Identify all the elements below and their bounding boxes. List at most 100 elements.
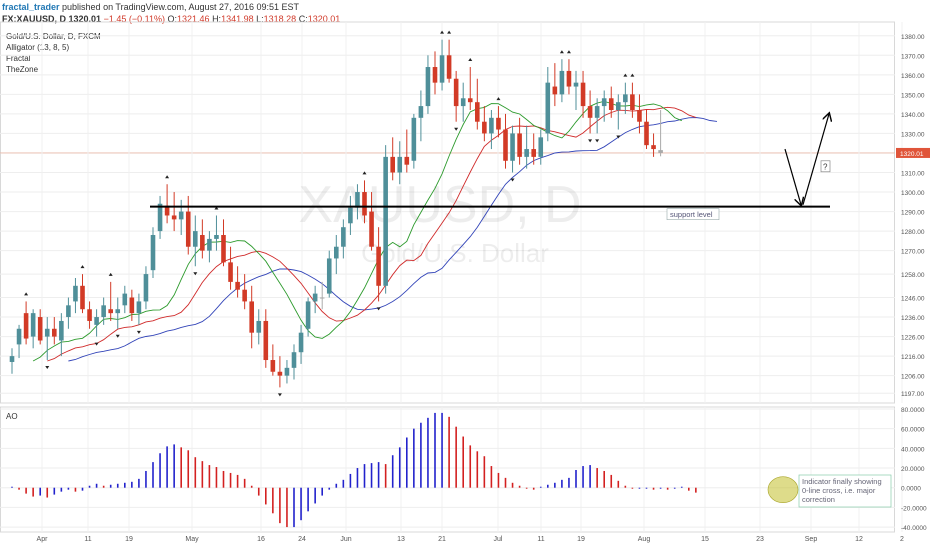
candle[interactable] — [115, 297, 121, 329]
candle[interactable] — [171, 192, 177, 232]
candle[interactable] — [312, 285, 318, 314]
candle[interactable] — [446, 39, 452, 83]
candle[interactable] — [608, 86, 614, 118]
candle[interactable] — [16, 324, 22, 359]
candle[interactable] — [397, 141, 403, 185]
candle[interactable] — [52, 317, 57, 345]
candle[interactable] — [453, 70, 459, 122]
candle[interactable] — [580, 70, 586, 118]
candle[interactable] — [601, 90, 607, 122]
candle[interactable] — [136, 293, 142, 325]
candle[interactable] — [348, 195, 353, 236]
candle[interactable] — [376, 227, 381, 302]
candle[interactable] — [390, 137, 395, 181]
candle[interactable] — [143, 266, 149, 310]
author-name[interactable]: fractal_trader — [2, 2, 60, 12]
candle[interactable] — [341, 219, 346, 259]
candle[interactable] — [334, 235, 339, 275]
candle[interactable] — [80, 274, 85, 314]
candle[interactable] — [467, 67, 473, 110]
candle[interactable] — [503, 113, 508, 169]
candle[interactable] — [658, 110, 663, 157]
indicator-symbol[interactable]: Gold/U.S. Dollar, D, FXCM — [6, 32, 101, 41]
candle[interactable] — [594, 98, 600, 134]
candle[interactable] — [524, 125, 529, 169]
candle[interactable] — [623, 82, 628, 114]
candle[interactable] — [587, 90, 593, 134]
candle[interactable] — [305, 297, 311, 337]
candle[interactable] — [637, 94, 642, 134]
candle[interactable] — [178, 199, 184, 236]
candle[interactable] — [439, 39, 445, 91]
candle[interactable] — [404, 129, 410, 173]
candle[interactable] — [193, 215, 198, 267]
candle[interactable] — [66, 297, 71, 329]
candle[interactable] — [566, 59, 572, 95]
candle[interactable] — [538, 129, 544, 165]
candle[interactable] — [545, 67, 551, 142]
candle[interactable] — [157, 195, 163, 239]
candle[interactable] — [164, 184, 170, 224]
candle[interactable] — [326, 250, 332, 298]
indicator-fractal[interactable]: Fractal — [6, 54, 31, 63]
candle[interactable] — [559, 59, 565, 103]
candle[interactable] — [531, 133, 536, 165]
candle[interactable] — [185, 195, 191, 255]
candle[interactable] — [44, 317, 50, 361]
candle[interactable] — [129, 289, 135, 321]
time-tick-label: 12 — [855, 536, 863, 543]
candle[interactable] — [362, 180, 367, 224]
candle[interactable] — [235, 266, 240, 298]
candle[interactable] — [284, 360, 290, 384]
candle[interactable] — [573, 70, 579, 110]
candle[interactable] — [9, 348, 15, 374]
candle[interactable] — [207, 231, 212, 263]
candle[interactable] — [242, 274, 247, 310]
candle[interactable] — [270, 344, 276, 376]
candle[interactable] — [489, 109, 494, 150]
candle[interactable] — [228, 246, 233, 290]
candle[interactable] — [460, 82, 466, 122]
candle[interactable] — [644, 109, 649, 150]
candle[interactable] — [122, 285, 128, 314]
candle[interactable] — [517, 117, 522, 165]
candle[interactable] — [263, 309, 269, 368]
candle[interactable] — [369, 192, 374, 251]
candle[interactable] — [616, 94, 621, 130]
candle[interactable] — [475, 78, 480, 130]
candle[interactable] — [630, 82, 635, 118]
candle[interactable] — [256, 309, 262, 345]
candle[interactable] — [108, 281, 113, 321]
candle[interactable] — [101, 297, 106, 325]
candle[interactable] — [73, 277, 78, 314]
candle[interactable] — [150, 227, 156, 278]
indicator-alligator[interactable]: Alligator (13, 8, 5) — [6, 43, 70, 52]
candle[interactable] — [411, 113, 417, 169]
candle[interactable] — [200, 219, 205, 259]
candle[interactable] — [482, 106, 487, 142]
candle[interactable] — [418, 90, 424, 142]
candle[interactable] — [432, 51, 438, 95]
candle[interactable] — [319, 281, 325, 310]
candle[interactable] — [59, 313, 64, 357]
candle[interactable] — [355, 184, 360, 220]
candle[interactable] — [552, 63, 558, 107]
candle[interactable] — [425, 55, 431, 114]
candle[interactable] — [249, 285, 254, 349]
candle[interactable] — [37, 309, 43, 345]
candle[interactable] — [214, 215, 219, 251]
candle[interactable] — [221, 219, 226, 267]
candle[interactable] — [277, 356, 283, 388]
candle[interactable] — [94, 309, 99, 337]
candle[interactable] — [651, 133, 656, 157]
indicator-thezone[interactable]: TheZone — [6, 65, 39, 74]
candle[interactable] — [496, 106, 501, 138]
candle[interactable] — [383, 145, 388, 294]
candle[interactable] — [23, 301, 29, 345]
candle[interactable] — [298, 324, 304, 364]
candle[interactable] — [87, 301, 92, 329]
candle[interactable] — [30, 309, 36, 349]
candle[interactable] — [510, 125, 515, 173]
candle[interactable] — [291, 344, 297, 380]
